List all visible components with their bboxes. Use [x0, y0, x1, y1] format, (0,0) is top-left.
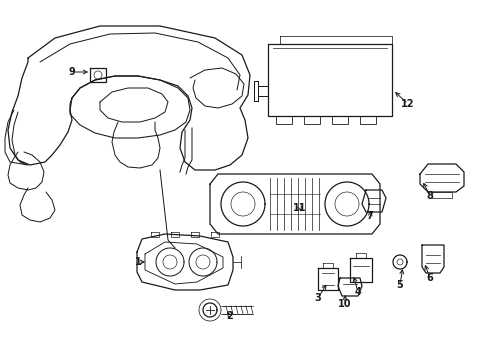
Text: 1: 1	[134, 257, 141, 267]
Text: 3: 3	[314, 293, 321, 303]
Text: 11: 11	[293, 203, 306, 213]
Text: 9: 9	[68, 67, 75, 77]
Text: 6: 6	[426, 273, 432, 283]
Text: 12: 12	[401, 99, 414, 109]
Text: 4: 4	[354, 287, 361, 297]
Text: 8: 8	[426, 191, 432, 201]
Text: 5: 5	[396, 280, 403, 290]
Text: 10: 10	[338, 299, 351, 309]
Text: 7: 7	[366, 211, 373, 221]
Text: 2: 2	[226, 311, 233, 321]
